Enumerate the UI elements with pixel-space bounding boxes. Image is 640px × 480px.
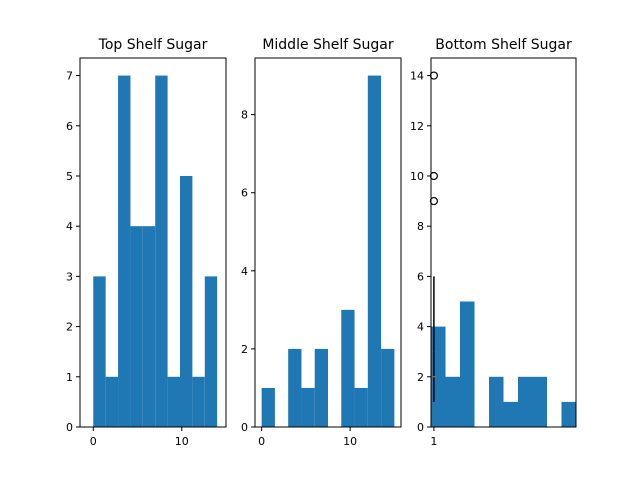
axes-frame	[254, 57, 402, 428]
y-tick-label: 4	[66, 220, 73, 233]
axes-frame	[430, 57, 577, 428]
bar	[503, 401, 518, 427]
bar	[532, 376, 547, 427]
y-tick-label: 0	[241, 421, 248, 434]
bar	[288, 348, 302, 427]
y-tick-label: 0	[66, 421, 73, 434]
bar	[561, 401, 576, 427]
y-tick-label: 3	[66, 270, 73, 283]
y-tick-label: 8	[241, 109, 248, 122]
y-tick-label: 6	[66, 120, 73, 133]
y-tick-label: 1	[66, 371, 73, 384]
y-tick-label: 4	[241, 265, 248, 278]
bar	[142, 226, 156, 427]
y-tick-label: 6	[417, 270, 424, 283]
x-tick-label: 0	[258, 435, 265, 448]
panel-bottom-shelf-sugar: Bottom Shelf Sugar 0 2 4 6 8 10 12 14 1	[410, 37, 577, 448]
y-tick-label: 6	[241, 187, 248, 200]
bar	[341, 309, 355, 427]
bar	[460, 301, 475, 427]
axes-frame	[79, 57, 227, 428]
panel-middle-shelf-sugar: Middle Shelf Sugar 0 2 4 6 8 0 10	[241, 37, 402, 448]
x-tick-label: 0	[90, 435, 97, 448]
boxplot-outlier	[429, 196, 438, 206]
bar	[301, 387, 315, 427]
y-tick-label: 2	[417, 371, 424, 384]
chart-title: Middle Shelf Sugar	[262, 37, 394, 53]
y-tick-label: 12	[410, 120, 424, 133]
chart-title: Top Shelf Sugar	[98, 37, 208, 53]
panel-top-shelf-sugar: Top Shelf Sugar 0 1 2 3 4 5 6 7 0 10	[66, 37, 227, 448]
bar	[105, 376, 119, 427]
bar	[445, 376, 460, 427]
bar	[167, 376, 180, 427]
chart-title: Bottom Shelf Sugar	[435, 37, 572, 53]
bar	[130, 226, 143, 427]
bar	[381, 348, 395, 427]
bar	[192, 376, 205, 427]
y-tick-label: 14	[410, 70, 424, 83]
bar	[518, 376, 533, 427]
y-tick-label: 0	[417, 421, 424, 434]
y-tick-label: 7	[66, 70, 73, 83]
y-tick-label: 10	[410, 170, 424, 183]
x-tick-label: 10	[343, 435, 357, 448]
bar	[367, 75, 382, 428]
bar	[179, 175, 193, 427]
x-tick-label: 10	[175, 435, 189, 448]
bar	[314, 348, 328, 427]
bar	[155, 75, 168, 428]
bar	[354, 387, 368, 427]
bar	[93, 276, 106, 427]
x-tick-label: 1	[430, 435, 437, 448]
y-tick-label: 2	[66, 321, 73, 334]
bar	[261, 387, 275, 427]
bar	[118, 75, 131, 428]
y-tick-label: 4	[417, 321, 424, 334]
bar	[204, 276, 218, 427]
y-tick-label: 8	[417, 220, 424, 233]
y-tick-label: 5	[66, 170, 73, 183]
y-tick-label: 2	[241, 343, 248, 356]
bar	[489, 376, 504, 427]
